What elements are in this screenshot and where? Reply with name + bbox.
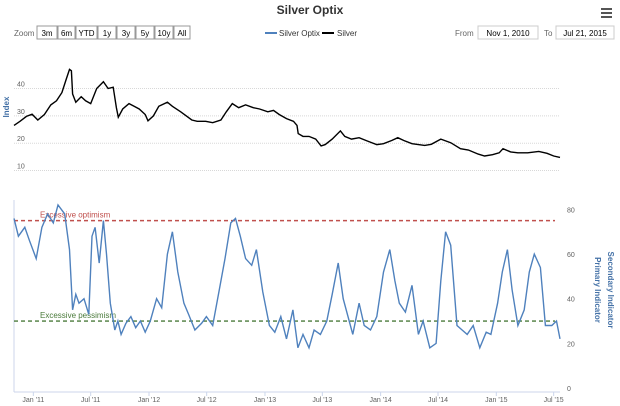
x-tick-label: Jul '15: [544, 397, 564, 404]
chart-title: Silver Optix: [277, 3, 344, 17]
zoom-button-label: 1y: [103, 29, 111, 38]
to-label: To: [544, 29, 553, 38]
lower-y-tick-label: 60: [567, 252, 575, 259]
secondary-indicator-axis-title: Secondary Indicator: [606, 252, 615, 329]
zoom-button-group: 3m 6m YTD 1y 3y 5y 10y All: [36, 25, 191, 40]
silver-series-line[interactable]: [13, 68, 561, 159]
zoom-button-label: 5y: [141, 29, 149, 38]
zoom-button-label: 3y: [122, 29, 130, 38]
lower-y-ticks: 0 20 40 60 80: [567, 207, 575, 393]
zoom-button-5y[interactable]: 5y: [135, 25, 155, 40]
upper-y-tick-label: 10: [17, 164, 25, 171]
x-tick-label: Jul '12: [197, 397, 217, 404]
optimism-threshold-label: Excessive optimism: [40, 211, 111, 220]
upper-y-axis-title: Index: [2, 96, 11, 117]
x-tick-label: Jan '11: [22, 397, 44, 404]
zoom-button-3m[interactable]: 3m: [36, 25, 58, 40]
zoom-button-label: 3m: [41, 29, 52, 38]
legend-label-silver[interactable]: Silver: [337, 29, 357, 38]
x-tick-label: Jul '14: [428, 397, 448, 404]
zoom-button-label: 10y: [158, 29, 171, 38]
zoom-button-label: 6m: [61, 29, 72, 38]
lower-y-tick-label: 20: [567, 341, 575, 348]
legend: Silver Optix Silver: [265, 29, 357, 38]
zoom-button-label: YTD: [79, 29, 95, 38]
x-tick-label: Jan '15: [485, 397, 507, 404]
zoom-button-label: All: [178, 29, 187, 38]
zoom-button-3y[interactable]: 3y: [116, 25, 136, 40]
legend-label-silver-optix[interactable]: Silver Optix: [279, 29, 320, 38]
upper-y-ticks: 10 20 30 40: [17, 82, 25, 171]
upper-y-tick-label: 30: [17, 109, 25, 116]
from-date-value: Nov 1, 2010: [486, 29, 530, 38]
x-tick-label: Jul '13: [312, 397, 332, 404]
upper-y-tick-label: 20: [17, 136, 25, 143]
zoom-button-10y[interactable]: 10y: [154, 25, 174, 40]
zoom-button-ytd[interactable]: YTD: [75, 25, 98, 40]
hamburger-menu-icon[interactable]: [600, 6, 614, 19]
lower-y-tick-label: 40: [567, 297, 575, 304]
zoom-button-1y[interactable]: 1y: [97, 25, 117, 40]
to-date-value: Jul 21, 2015: [563, 29, 607, 38]
x-axis-ticks: Jan '11 Jul '11 Jan '12 Jul '12 Jan '13 Jul '…: [22, 392, 564, 404]
x-tick-label: Jan '12: [138, 397, 160, 404]
zoom-button-all[interactable]: All: [173, 25, 191, 40]
to-date-input[interactable]: Jul 21, 2015: [555, 25, 615, 40]
x-tick-label: Jan '13: [254, 397, 276, 404]
lower-y-tick-label: 0: [567, 386, 571, 393]
silver-optix-series-line[interactable]: [13, 203, 561, 350]
upper-y-tick-label: 40: [17, 82, 25, 89]
x-tick-label: Jul '11: [81, 397, 101, 404]
x-tick-label: Jan '14: [369, 397, 391, 404]
upper-pane: 10 20 30 40 Index: [2, 68, 561, 172]
pessimism-threshold-label: Excessive pessimism: [40, 311, 116, 320]
from-label: From: [455, 29, 474, 38]
upper-gridlines: [14, 88, 560, 172]
zoom-button-6m[interactable]: 6m: [57, 25, 76, 40]
zoom-label: Zoom: [14, 29, 35, 38]
from-date-input[interactable]: Nov 1, 2010: [477, 25, 539, 40]
primary-indicator-axis-title: Primary Indicator: [593, 257, 602, 323]
threshold-lines: Excessive optimism Excessive pessimism: [14, 211, 555, 322]
lower-pane: 0 20 40 60 80 Primary Indicator Secondary In…: [13, 200, 615, 393]
lower-y-tick-label: 80: [567, 207, 575, 214]
